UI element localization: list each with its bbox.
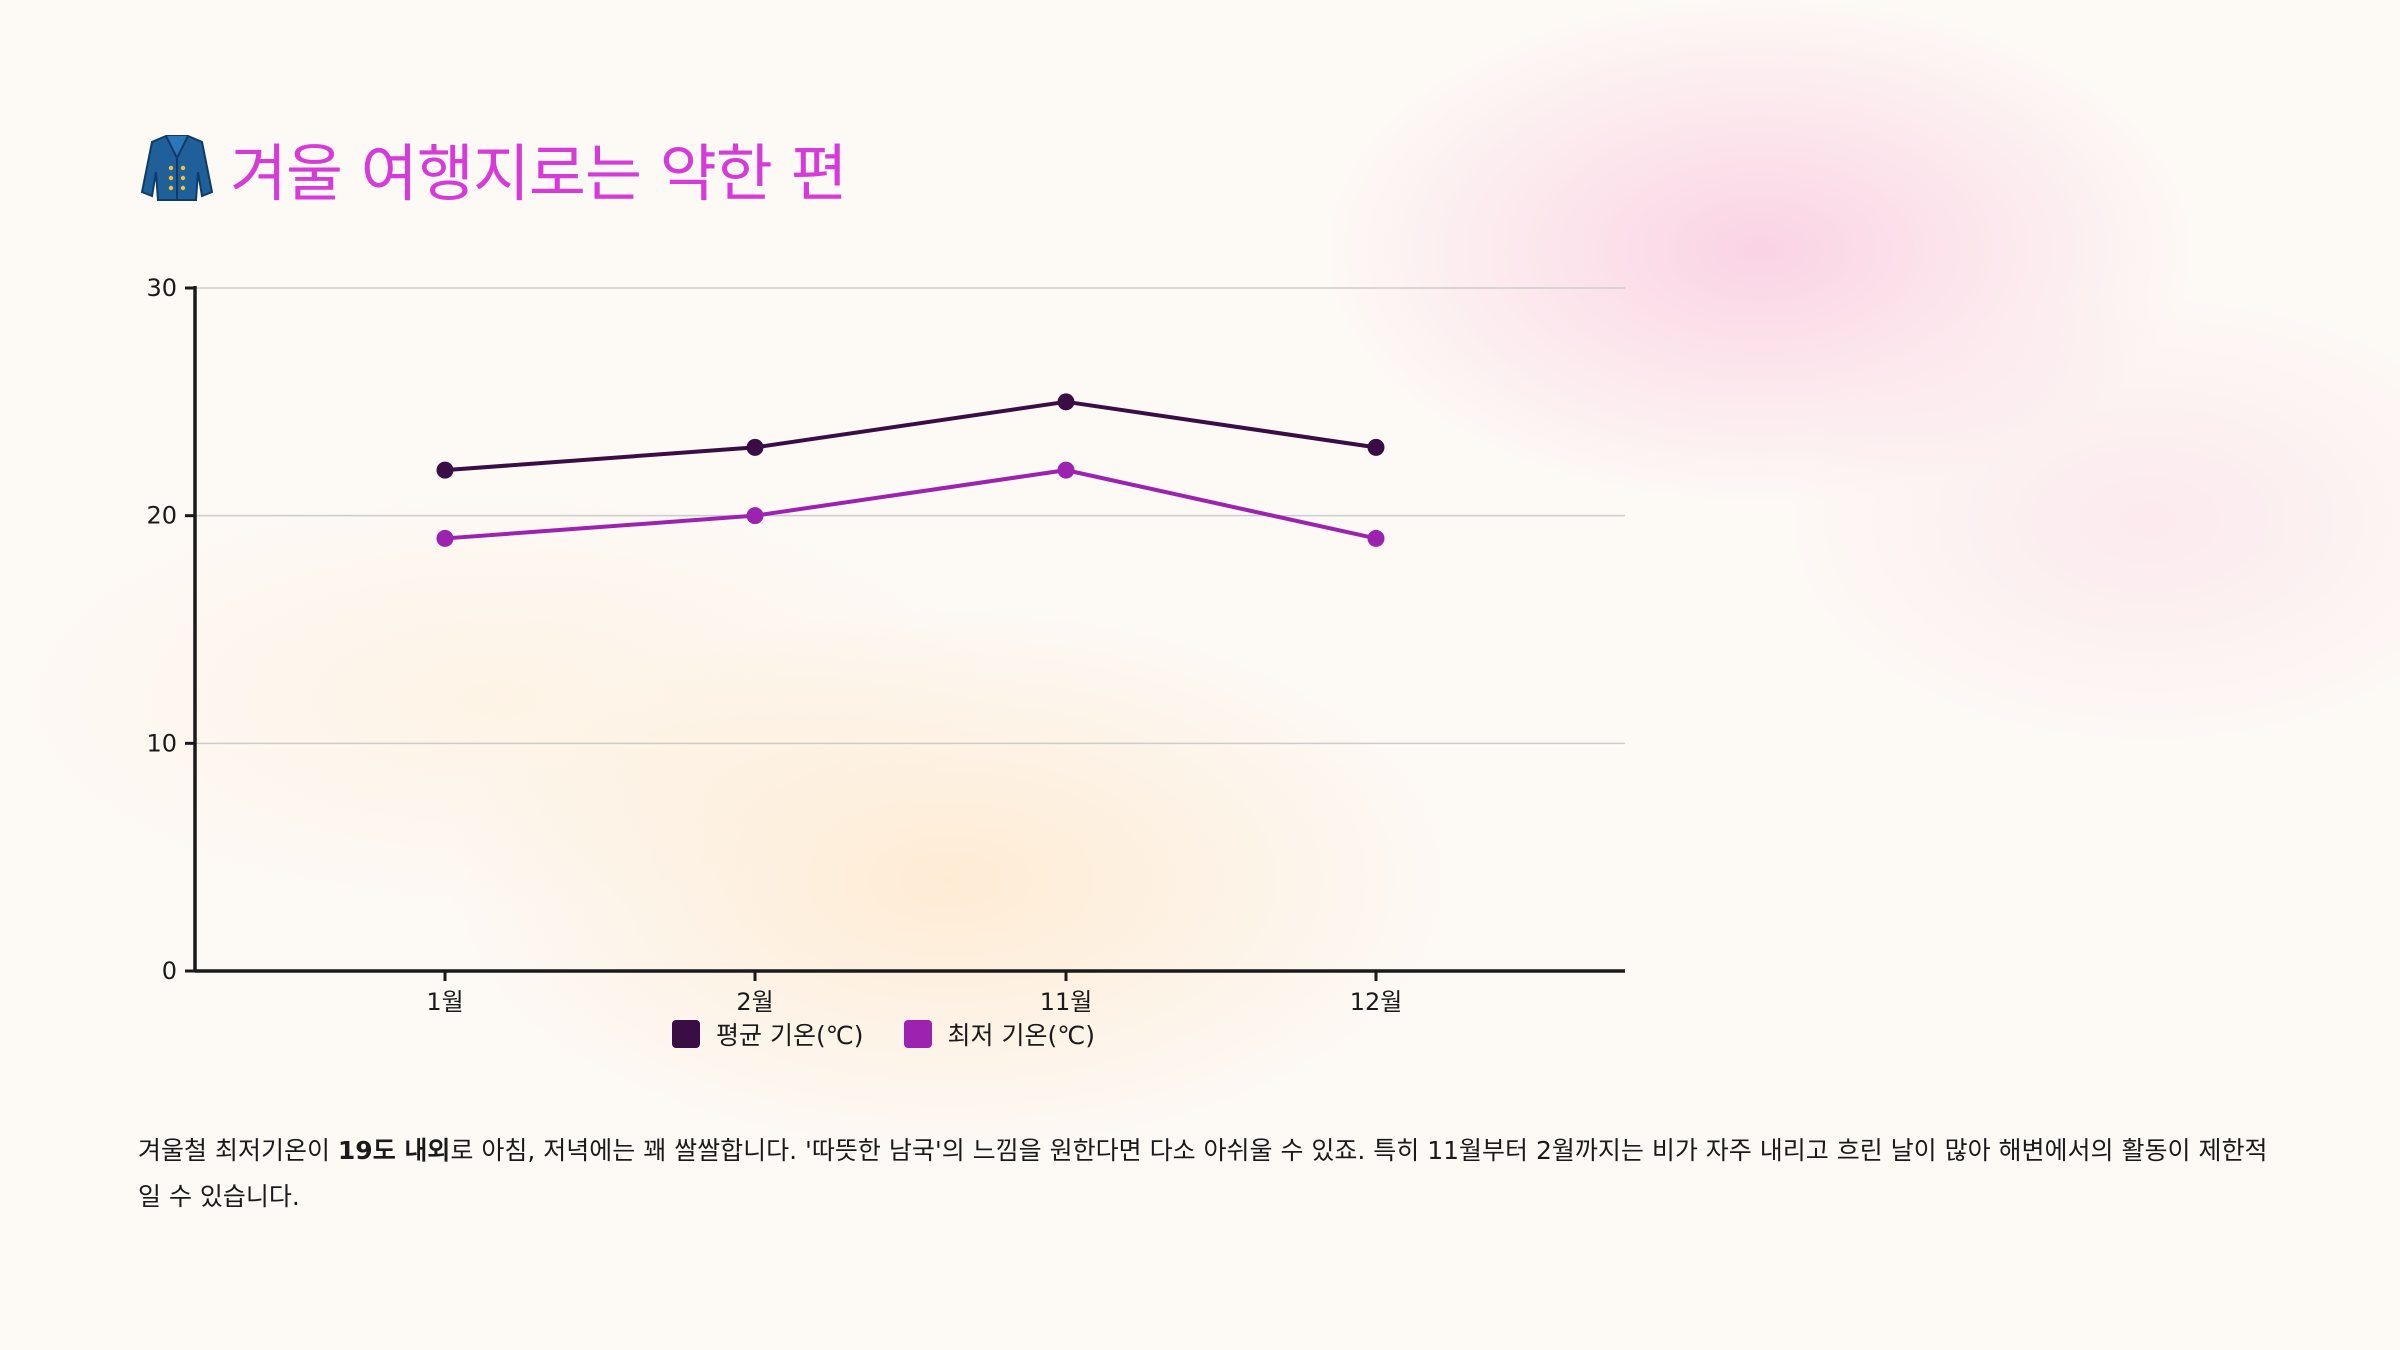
x-tick-label: 2월 bbox=[736, 988, 773, 1016]
data-point-1-2 bbox=[1057, 461, 1075, 479]
data-point-1-0 bbox=[436, 529, 454, 547]
data-point-1-1 bbox=[746, 507, 764, 525]
chart-legend: 평균 기온(℃) 최저 기온(℃) bbox=[672, 1016, 1135, 1052]
description-text: 겨울철 최저기온이 19도 내외로 아침, 저녁에는 꽤 쌀쌀합니다. '따뜻한… bbox=[138, 1128, 2268, 1220]
y-tick-label: 10 bbox=[146, 729, 177, 757]
description-after: 로 아침, 저녁에는 꽤 쌀쌀합니다. '따뜻한 남국'의 느낌을 원한다면 다… bbox=[138, 1136, 2268, 1211]
y-tick-label: 20 bbox=[146, 502, 177, 530]
legend-item-avg: 평균 기온(℃) bbox=[672, 1016, 864, 1052]
description-bold: 19도 내외 bbox=[337, 1136, 451, 1165]
page-title: 겨울 여행지로는 약한 편 bbox=[230, 137, 848, 210]
coat-icon bbox=[140, 135, 214, 201]
data-point-0-3 bbox=[1367, 438, 1385, 456]
y-tick-label: 30 bbox=[146, 274, 177, 302]
y-tick-label: 0 bbox=[162, 957, 177, 985]
data-point-0-0 bbox=[436, 461, 454, 479]
description-before: 겨울철 최저기온이 bbox=[138, 1136, 338, 1165]
data-point-0-1 bbox=[746, 438, 764, 456]
series-line-0 bbox=[444, 399, 1377, 473]
legend-swatch-min bbox=[903, 1020, 932, 1048]
legend-item-min: 최저 기온(℃) bbox=[903, 1016, 1096, 1052]
x-tick-label: 12월 bbox=[1350, 988, 1403, 1016]
legend-label-avg: 평균 기온(℃) bbox=[716, 1021, 864, 1050]
data-point-0-2 bbox=[1057, 393, 1075, 411]
x-tick-label: 1월 bbox=[426, 988, 463, 1016]
title-row: 겨울 여행지로는 약한 편 bbox=[138, 128, 848, 210]
data-point-1-3 bbox=[1367, 529, 1385, 547]
x-tick-label: 11월 bbox=[1040, 988, 1093, 1016]
series-line-1 bbox=[444, 468, 1377, 541]
legend-swatch-avg bbox=[672, 1020, 700, 1048]
legend-label-min: 최저 기온(℃) bbox=[947, 1021, 1096, 1050]
